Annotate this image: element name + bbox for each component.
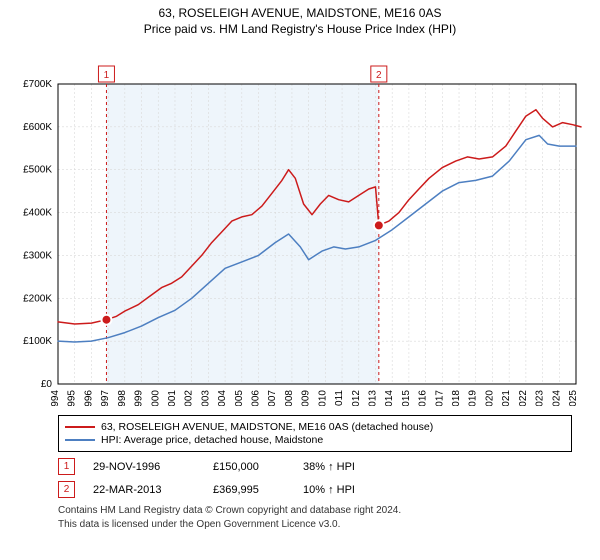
titles: 63, ROSELEIGH AVENUE, MAIDSTONE, ME16 0A… bbox=[0, 0, 600, 36]
x-axis-label: 2014 bbox=[384, 390, 395, 406]
legend-swatch bbox=[65, 426, 95, 428]
x-axis-label: 2010 bbox=[317, 390, 328, 406]
x-axis-label: 2021 bbox=[501, 390, 512, 406]
x-axis-label: 2004 bbox=[217, 390, 228, 406]
event-badge-text: 2 bbox=[376, 70, 382, 81]
legend-label: HPI: Average price, detached house, Maid… bbox=[101, 434, 323, 446]
chart-title-address: 63, ROSELEIGH AVENUE, MAIDSTONE, ME16 0A… bbox=[0, 6, 600, 20]
x-axis-label: 2007 bbox=[267, 390, 278, 406]
x-axis-label: 2011 bbox=[334, 390, 345, 406]
y-axis-label: £100K bbox=[23, 336, 52, 347]
legend-row: HPI: Average price, detached house, Maid… bbox=[65, 434, 565, 446]
x-axis-label: 2023 bbox=[535, 390, 546, 406]
chart-svg: £0 £100K £200K £300K £400K £500K £600K £700K 199… bbox=[0, 36, 600, 406]
x-axis-label: 2000 bbox=[150, 390, 161, 406]
sale-event-row: 1 29-NOV-1996 £150,000 38% ↑ HPI bbox=[58, 458, 572, 475]
event-badge: 1 bbox=[58, 458, 75, 475]
sale-event-row: 2 22-MAR-2013 £369,995 10% ↑ HPI bbox=[58, 481, 572, 498]
chart-band bbox=[106, 84, 378, 384]
x-axis-label: 2012 bbox=[351, 390, 362, 406]
event-date: 22-MAR-2013 bbox=[93, 484, 213, 496]
x-axis-label: 2020 bbox=[484, 390, 495, 406]
y-axis-label: £500K bbox=[23, 165, 52, 176]
y-axis-label: £200K bbox=[23, 293, 52, 304]
x-axis-label: 2016 bbox=[418, 390, 429, 406]
y-axis-label: £300K bbox=[23, 250, 52, 261]
x-axis-label: 2002 bbox=[184, 390, 195, 406]
event-diff: 38% ↑ HPI bbox=[303, 461, 403, 473]
license-line: Contains HM Land Registry data © Crown c… bbox=[58, 504, 572, 518]
legend-swatch bbox=[65, 439, 95, 441]
event-diff: 10% ↑ HPI bbox=[303, 484, 403, 496]
x-axis-label: 2022 bbox=[518, 390, 529, 406]
x-axis-label: 1996 bbox=[83, 390, 94, 406]
x-axis-label: 2015 bbox=[401, 390, 412, 406]
x-axis-label: 2017 bbox=[434, 390, 445, 406]
sale-events: 1 29-NOV-1996 £150,000 38% ↑ HPI 2 22-MA… bbox=[58, 458, 572, 498]
x-axis-label: 1998 bbox=[117, 390, 128, 406]
x-axis-label: 2006 bbox=[251, 390, 262, 406]
license-text: Contains HM Land Registry data © Crown c… bbox=[58, 504, 572, 531]
y-axis-label: £0 bbox=[41, 379, 53, 390]
event-badge: 2 bbox=[58, 481, 75, 498]
x-axis-label: 2003 bbox=[200, 390, 211, 406]
y-axis-label: £400K bbox=[23, 208, 52, 219]
x-axis-label: 2019 bbox=[468, 390, 479, 406]
x-axis-label: 2013 bbox=[367, 390, 378, 406]
event-badge-text: 1 bbox=[104, 70, 110, 81]
chart-title-subtitle: Price paid vs. HM Land Registry's House … bbox=[0, 22, 600, 36]
x-axis-label: 2008 bbox=[284, 390, 295, 406]
x-axis-label: 1995 bbox=[67, 390, 78, 406]
event-price: £369,995 bbox=[213, 484, 303, 496]
x-axis-label: 1999 bbox=[134, 390, 145, 406]
event-dot bbox=[374, 220, 384, 230]
x-axis-label: 2005 bbox=[234, 390, 245, 406]
x-axis-label: 2001 bbox=[167, 390, 178, 406]
x-axis-label: 2018 bbox=[451, 390, 462, 406]
event-price: £150,000 bbox=[213, 461, 303, 473]
license-line: This data is licensed under the Open Gov… bbox=[58, 518, 572, 532]
x-axis-label: 1994 bbox=[50, 390, 61, 406]
event-date: 29-NOV-1996 bbox=[93, 461, 213, 473]
x-axis-label: 2024 bbox=[551, 390, 562, 406]
x-axis-label: 1997 bbox=[100, 390, 111, 406]
x-axis-label: 2025 bbox=[568, 390, 579, 406]
legend: 63, ROSELEIGH AVENUE, MAIDSTONE, ME16 0A… bbox=[58, 415, 572, 452]
legend-row: 63, ROSELEIGH AVENUE, MAIDSTONE, ME16 0A… bbox=[65, 421, 565, 433]
event-dot bbox=[101, 315, 111, 325]
chart-container: 63, ROSELEIGH AVENUE, MAIDSTONE, ME16 0A… bbox=[0, 0, 600, 560]
legend-label: 63, ROSELEIGH AVENUE, MAIDSTONE, ME16 0A… bbox=[101, 421, 433, 433]
y-axis-label: £700K bbox=[23, 79, 52, 90]
x-axis-label: 2009 bbox=[301, 390, 312, 406]
y-axis-label: £600K bbox=[23, 122, 52, 133]
